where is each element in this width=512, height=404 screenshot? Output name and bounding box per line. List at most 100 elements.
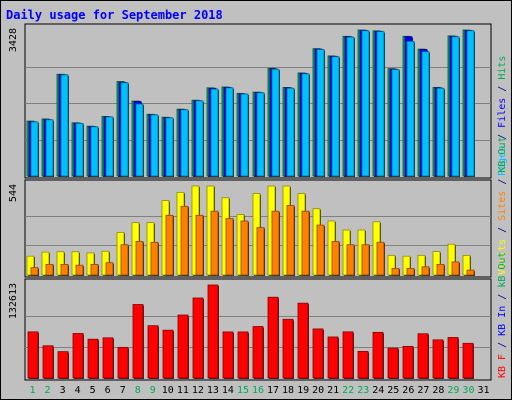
x-label-day-9: 9	[150, 385, 156, 396]
bar-pages-day-20	[316, 49, 325, 177]
legend-entry: kB Out	[497, 252, 508, 288]
bar-sites-day-6	[105, 262, 114, 276]
bar-sites-day-28	[436, 263, 445, 276]
bar-pages-day-6	[105, 116, 114, 177]
bar-sites-day-22	[346, 244, 355, 276]
bar-kb-f-day-29	[447, 337, 459, 379]
bar-pages-day-22	[346, 36, 355, 177]
x-label-day-26: 26	[402, 385, 414, 396]
panel-middle-max-label: 544	[8, 184, 19, 202]
bar-visits-day-29	[447, 243, 456, 276]
bar-kb-f-day-3	[57, 351, 69, 379]
legend-entry: /	[497, 288, 508, 306]
bar-visits-day-4	[71, 251, 80, 276]
x-axis-labels: 1 2 3 4 5 6 7 8 9 10 11 12 13 14 15 16 17 18 19 20 21 22 23 24 2…	[30, 385, 490, 396]
bar-pages-day-13	[210, 88, 219, 177]
bar-visits-day-27	[417, 254, 426, 276]
bar-pages-day-11	[180, 109, 189, 177]
x-label-day-28: 28	[432, 385, 444, 396]
bar-pages-day-25	[391, 69, 400, 177]
bar-sites-day-27	[421, 266, 430, 276]
bar-kb-f-day-12	[192, 297, 204, 379]
x-label-day-17: 17	[267, 385, 279, 396]
x-label-day-11: 11	[177, 385, 189, 396]
legend-entry: /	[497, 173, 508, 191]
x-label-day-1: 1	[30, 385, 36, 396]
bar-pages-day-21	[331, 56, 340, 177]
bar-sites-day-23	[361, 244, 370, 276]
bar-pages-day-28	[436, 87, 445, 177]
bar-visits-day-25	[387, 254, 396, 276]
panel-middle-legend: Visits / Sites / KB Out	[497, 137, 508, 275]
x-label-day-3: 3	[60, 385, 66, 396]
bar-kb-f-day-4	[72, 333, 84, 379]
bar-pages-day-19	[301, 73, 310, 177]
bar-pages-day-18	[286, 87, 295, 177]
chart-title: Daily usage for September 2018	[6, 8, 223, 22]
bar-kb-f-day-6	[102, 337, 114, 379]
bar-sites-day-12	[195, 214, 204, 276]
bar-kb-f-day-9	[147, 325, 159, 379]
bar-sites-day-10	[165, 214, 174, 276]
bar-pages-day-24	[376, 31, 385, 177]
bar-visits-day-5	[86, 252, 95, 276]
bar-kb-f-day-28	[432, 339, 444, 379]
x-label-day-16: 16	[252, 385, 264, 396]
bar-pages-day-9	[150, 114, 159, 177]
bar-sites-day-19	[301, 210, 310, 276]
bar-visits-day-1	[26, 255, 35, 276]
bar-pages-day-8	[135, 103, 144, 177]
bar-kb-f-day-15	[237, 331, 249, 379]
bar-sites-day-3	[60, 263, 69, 276]
bar-pages-day-29	[451, 36, 460, 177]
bar-sites-day-11	[180, 205, 189, 276]
x-label-day-4: 4	[75, 385, 81, 396]
x-label-day-2: 2	[45, 385, 51, 396]
bar-pages-day-5	[90, 126, 99, 177]
x-label-day-31: 31	[477, 385, 489, 396]
bar-kb-f-day-26	[402, 345, 414, 379]
bar-kb-f-day-20	[312, 328, 324, 379]
bar-visits-day-2	[41, 251, 50, 276]
bar-sites-day-17	[271, 210, 280, 276]
bar-kb-f-day-24	[372, 331, 384, 379]
bar-pages-day-1	[30, 121, 39, 177]
legend-entry: Files	[497, 98, 508, 128]
bar-pages-day-27	[421, 51, 430, 177]
x-label-day-7: 7	[120, 385, 126, 396]
bar-pages-day-17	[271, 68, 280, 177]
legend-entry: /	[497, 336, 508, 354]
bar-sites-day-5	[90, 263, 99, 276]
bar-sites-day-26	[406, 268, 415, 276]
panel-bottom: 132613 KB F / KB In / kB Out	[8, 252, 508, 381]
bar-sites-day-14	[225, 218, 234, 276]
bar-kb-f-day-14	[222, 331, 234, 379]
bar-sites-day-8	[135, 241, 144, 276]
x-label-day-5: 5	[90, 385, 96, 396]
bar-pages-day-10	[165, 117, 174, 177]
x-label-day-8: 8	[135, 385, 141, 396]
bar-kb-f-day-10	[162, 329, 174, 379]
x-label-day-27: 27	[417, 385, 429, 396]
bar-kb-f-day-1	[27, 331, 39, 379]
panel-bottom-max-label: 132613	[8, 283, 19, 319]
bar-sites-day-15	[240, 220, 249, 276]
legend-entry: KB F	[497, 354, 508, 378]
bar-kb-f-day-23	[357, 350, 369, 379]
bar-pages-day-7	[120, 82, 129, 177]
x-label-day-18: 18	[282, 385, 294, 396]
bar-kb-f-day-13	[207, 284, 219, 379]
panel-middle: 544 Visits / Sites / KB Out	[8, 137, 508, 278]
bar-kb-f-day-27	[417, 333, 429, 379]
x-label-day-19: 19	[297, 385, 309, 396]
bar-sites-day-20	[316, 224, 325, 276]
legend-entry: KB In	[497, 306, 508, 336]
bar-sites-day-29	[451, 261, 460, 276]
bar-sites-day-4	[75, 264, 84, 276]
legend-entry: Sites	[497, 191, 508, 221]
bar-visits-day-28	[432, 251, 441, 276]
x-label-day-23: 23	[357, 385, 369, 396]
bar-kb-f-day-2	[42, 345, 54, 379]
